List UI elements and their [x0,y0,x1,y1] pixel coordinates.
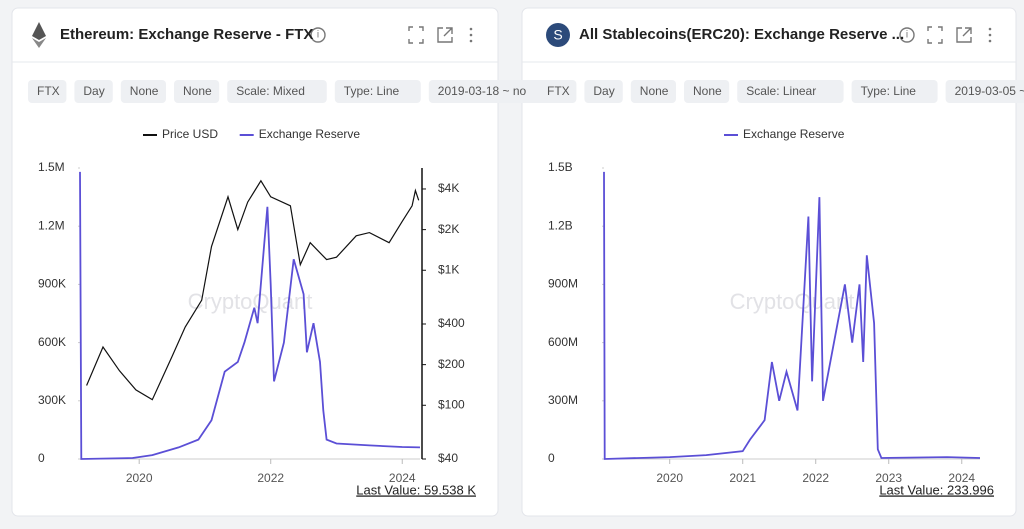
legend-label: Exchange Reserve [743,127,845,141]
y-tick-label: 1.2B [548,218,573,232]
x-tick-label: 2022 [802,471,829,485]
y-tick-label: 600M [548,335,578,349]
series-line [86,179,420,401]
y-tick-label: 900M [548,277,578,291]
last-value: Last Value: 233.996 [879,482,994,497]
y2-tick-label: $1K [438,262,459,276]
y-tick-label: 300K [38,393,66,407]
filter-chip[interactable] [428,80,549,103]
y-tick-label: 900K [38,277,66,291]
expand-icon[interactable] [408,26,424,44]
filter-label: 2019-03-18 ~ no [438,84,527,98]
y2-tick-label: $200 [438,357,465,371]
filter-label: Scale: Mixed [236,84,305,98]
series-line [79,171,421,460]
card [11,7,499,517]
y-tick-label: 1.5M [38,160,65,174]
filter-label: FTX [547,84,570,98]
card [521,7,1017,517]
share-icon[interactable] [437,27,453,43]
filter-chip[interactable] [684,80,730,103]
filter-label: FTX [37,84,60,98]
y2-tick-label: $400 [438,316,465,330]
stablecoin-icon: S [546,23,570,47]
x-tick-label: 2020 [126,471,153,485]
svg-text:S: S [553,27,562,43]
info-i: i [906,30,908,41]
legend-label: Price USD [162,127,218,141]
expand-icon[interactable] [927,26,943,44]
x-tick-label: 2024 [389,471,416,485]
share-icon[interactable] [956,27,972,43]
y2-tick-label: $40 [438,451,458,465]
y2-tick-label: $100 [438,397,465,411]
y-tick-label: 0 [548,451,555,465]
watermark: CryptoQuant [730,289,855,314]
watermark: CryptoQuant [188,289,313,314]
filter-chip[interactable] [538,80,577,103]
filter-chip[interactable] [334,80,421,103]
y-tick-label: 1.2M [38,218,65,232]
filter-label: None [183,84,212,98]
info-icon[interactable] [310,27,326,43]
filter-chip[interactable] [174,80,220,103]
filter-chip[interactable] [584,80,623,103]
filter-chip[interactable] [851,80,938,103]
chart-title: Ethereum: Exchange Reserve - FTX [60,26,313,43]
filter-label: None [130,84,159,98]
eth-icon [32,22,46,48]
legend-label: Exchange Reserve [259,127,361,141]
filter-label: Day [83,84,104,98]
filter-label: None [640,84,669,98]
info-i: i [317,30,319,41]
filter-chip[interactable] [737,80,844,103]
filter-label: Type: Line [861,84,917,98]
series-line [603,171,981,460]
y-tick-label: 1.5B [548,160,573,174]
y-tick-label: 0 [38,451,45,465]
last-value: Last Value: 59.538 K [356,482,476,497]
filter-label: 2019-03-05 ~ no [955,84,1024,98]
filter-label: Type: Line [344,84,400,98]
filter-chip[interactable] [74,80,113,103]
y2-tick-label: $4K [438,181,459,195]
y-tick-label: 300M [548,393,578,407]
x-tick-label: 2021 [729,471,756,485]
y-tick-label: 600K [38,335,66,349]
x-tick-label: 2024 [948,471,975,485]
filter-chip[interactable] [28,80,67,103]
x-tick-label: 2022 [257,471,284,485]
filter-label: Scale: Linear [746,84,816,98]
filter-chip[interactable] [227,80,327,103]
filter-label: None [693,84,722,98]
filter-chip[interactable] [630,80,676,103]
info-icon[interactable] [899,27,915,43]
x-tick-label: 2020 [656,471,683,485]
x-tick-label: 2023 [875,471,902,485]
chart-title: All Stablecoins(ERC20): Exchange Reserve… [579,26,904,43]
filter-chip[interactable] [945,80,1024,103]
filter-chip[interactable] [120,80,166,103]
filter-label: Day [593,84,614,98]
y2-tick-label: $2K [438,222,459,236]
